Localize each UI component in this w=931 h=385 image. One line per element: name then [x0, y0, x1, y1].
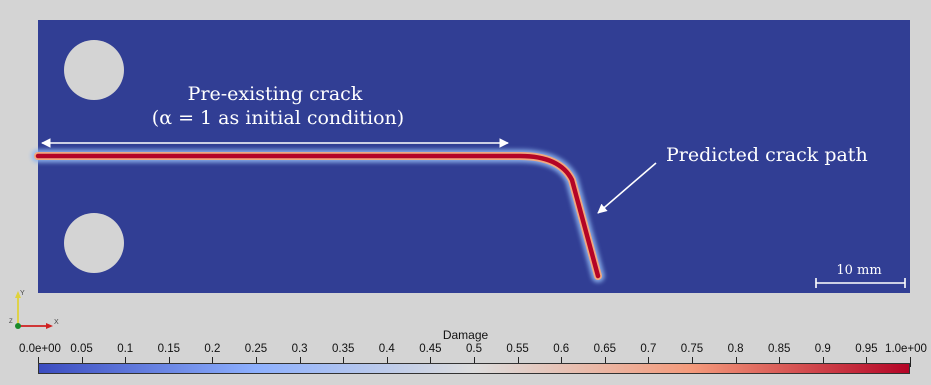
- colorbar-tick-label: 0.35: [331, 343, 355, 355]
- colorbar-tick-mark: [256, 357, 257, 367]
- lower-pin-hole: [64, 213, 124, 273]
- colorbar-tick-mark: [692, 357, 693, 367]
- colorbar-tick-label: 0.4: [378, 343, 395, 355]
- colorbar-tick-mark: [910, 357, 911, 367]
- colorbar-tick-mark: [430, 357, 431, 367]
- scale-bar-label: 10 mm: [836, 263, 881, 278]
- colorbar-tick-mark: [736, 357, 737, 367]
- colorbar-tick-mark: [38, 357, 39, 367]
- colorbar-tick-label: 0.0e+00: [19, 343, 61, 355]
- colorbar-tick-label: 0.65: [593, 343, 616, 355]
- colorbar-tick-label: 0.6: [553, 343, 570, 355]
- initial-condition-label: (α = 1 as initial condition): [152, 107, 404, 129]
- colorbar-tick-label: 0.8: [727, 343, 744, 355]
- scale-bar: [815, 278, 906, 288]
- colorbar-tick-label: 0.25: [244, 343, 268, 355]
- colorbar-tick-label: 0.95: [855, 343, 878, 355]
- colorbar-tick-label: 1.0e+00: [885, 343, 927, 355]
- predicted-crack-label: Predicted crack path: [666, 144, 868, 166]
- colorbar-tick-mark: [605, 357, 606, 367]
- colorbar-tick-mark: [125, 357, 126, 367]
- colorbar-tick-label: 0.9: [814, 343, 831, 355]
- damage-colorbar: Damage 0.0e+00 0.05 0.1 0.15 0.2 0.25 0.3 0.35 0…: [0, 318, 931, 385]
- colorbar-tick-label: 0.55: [506, 343, 529, 355]
- colorbar-tick-mark: [648, 357, 649, 367]
- colorbar-tick-label: 0.75: [680, 343, 704, 355]
- colorbar-tick-mark: [169, 357, 170, 367]
- colorbar-tick-mark: [779, 357, 780, 367]
- colorbar-title: Damage: [442, 328, 489, 342]
- x-axis-label: X: [54, 319, 59, 326]
- colorbar-tick-mark: [82, 357, 83, 367]
- colorbar-tick-label: 0.2: [204, 343, 221, 355]
- damage-crack: [31, 149, 605, 283]
- colorbar-tick-mark: [343, 357, 344, 367]
- colorbar-tick-mark: [212, 357, 213, 367]
- colorbar-tick-label: 0.15: [157, 343, 180, 355]
- colorbar-tick-label: 0.7: [640, 343, 657, 355]
- colorbar-tick-label: 0.5: [466, 343, 482, 355]
- z-axis-label: Z: [9, 319, 13, 325]
- colorbar-tick-mark: [300, 357, 301, 367]
- predicted-crack-arrow: [597, 162, 657, 214]
- colorbar-tick-mark: [866, 357, 867, 367]
- colorbar-tick-mark: [387, 357, 388, 367]
- colorbar-tick-label: 0.3: [291, 343, 308, 355]
- y-axis-label: Y: [20, 290, 25, 297]
- colorbar-tick-mark: [474, 357, 475, 367]
- colorbar-tick-label: 0.05: [70, 343, 93, 355]
- specimen-scene: Pre-existing crack (α = 1 as initial con…: [31, 20, 910, 293]
- colorbar-tick-label: 0.85: [767, 343, 791, 355]
- colorbar-gradient: [38, 363, 910, 374]
- colorbar-tick-mark: [823, 357, 824, 367]
- colorbar-tick-label: 0.45: [419, 343, 442, 355]
- colorbar-tick-label: 0.1: [117, 343, 134, 355]
- orientation-axes-triad[interactable]: Y X Z: [8, 286, 64, 332]
- pre-existing-crack-label: Pre-existing crack: [188, 83, 363, 105]
- colorbar-tick-mark: [518, 357, 519, 367]
- upper-pin-hole: [64, 40, 124, 100]
- colorbar-tick-mark: [561, 357, 562, 367]
